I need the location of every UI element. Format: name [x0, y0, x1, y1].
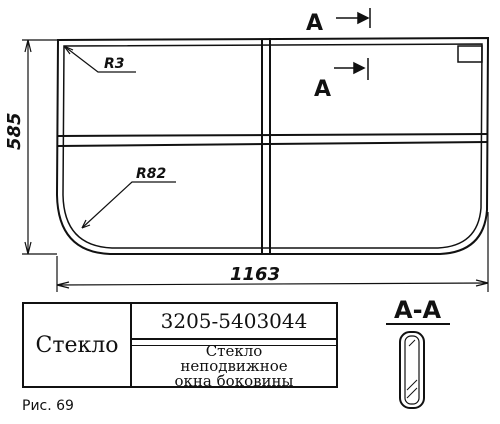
- glass-inner-outline: [62, 43, 483, 249]
- glass-outline: [55, 36, 490, 255]
- section-mark-top: A: [306, 11, 323, 36]
- width-dimension: [56, 212, 489, 292]
- description-line-1: Стекло: [205, 341, 263, 360]
- glass-section-profile: [399, 331, 425, 409]
- figure-caption: Рис. 69: [22, 398, 74, 414]
- height-dim-label: 585: [4, 112, 25, 150]
- description-line-2: неподвижное: [180, 356, 288, 375]
- height-dimension: [22, 39, 58, 255]
- r82-label: R82: [136, 166, 166, 182]
- section-arrow-mid: [334, 58, 369, 80]
- section-title: A-A: [394, 296, 442, 324]
- corner-notch: [457, 45, 483, 63]
- title-block-name: Стекло: [24, 304, 132, 386]
- section-mark-mid: A: [314, 77, 331, 102]
- horizontal-bar-top: [57, 133, 489, 137]
- width-dim-label: 1163: [230, 264, 280, 285]
- description-line-3: окна боковины: [174, 371, 294, 390]
- title-block-divider: [132, 345, 336, 346]
- r3-label: R3: [104, 56, 125, 72]
- horizontal-bar-bottom: [57, 141, 489, 147]
- r3-leader: [63, 45, 136, 73]
- title-block: Стекло 3205-5403044 Стекло неподвижное о…: [22, 302, 338, 388]
- section-arrow-top: [336, 8, 371, 28]
- title-block-part-number: 3205-5403044: [132, 304, 336, 340]
- r82-leader: [81, 181, 176, 229]
- title-block-description: Стекло неподвижное окна боковины: [132, 340, 336, 390]
